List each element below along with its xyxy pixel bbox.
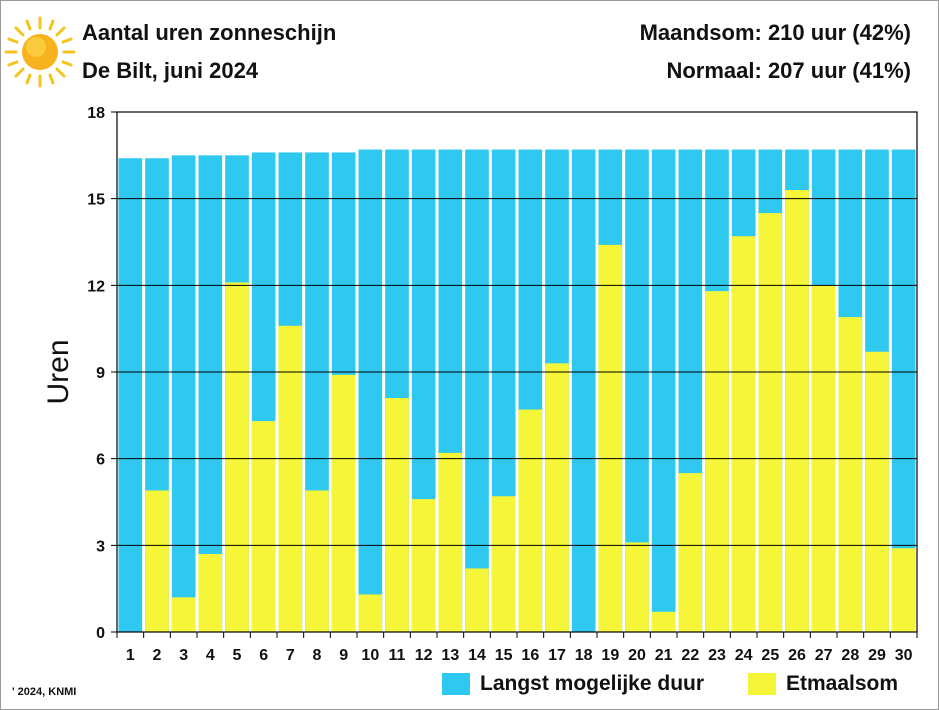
bar-max-duration-day-20: [625, 149, 649, 633]
bar-daily-total-day-7: [278, 325, 303, 632]
bar-chart: 1 2 3 4 5 6 7 8 9 10 11 12 13 14 15 16 17 18 19 20 21 22 23 24 2…: [42, 105, 918, 664]
bar-daily-total-day-17: [545, 363, 569, 632]
x-tick-label-2: 2: [153, 647, 162, 664]
sun-icon: [4, 16, 76, 88]
bar-daily-total-day-16: [518, 409, 543, 632]
bar-daily-total-day-19: [598, 244, 623, 632]
x-tick-label-13: 13: [441, 647, 459, 664]
bar-max-duration-day-10: [358, 149, 383, 633]
bar-max-duration-day-18: [571, 149, 596, 633]
bar-daily-total-day-13: [438, 452, 463, 632]
x-tick-label-5: 5: [233, 647, 242, 664]
bar-daily-total-day-29: [865, 351, 889, 632]
bar-max-duration-day-30: [891, 149, 916, 633]
x-tick-label-20: 20: [628, 647, 646, 664]
bar-daily-total-day-23: [705, 291, 729, 632]
normal-total-text: Normaal: 207 uur (41%): [666, 58, 911, 83]
bar-daily-total-day-28: [838, 317, 863, 632]
chart-title: Aantal uren zonneschijn: [82, 20, 337, 45]
x-tick-label-19: 19: [601, 647, 619, 664]
x-tick-label-9: 9: [339, 647, 348, 664]
x-tick-label-18: 18: [575, 647, 593, 664]
x-tick-label-29: 29: [868, 647, 886, 664]
y-tick-label-3: 3: [96, 538, 105, 555]
legend-label-daily-total: Etmaalsom: [786, 672, 899, 695]
y-tick-label-15: 15: [87, 192, 105, 209]
y-tick-label-6: 6: [96, 452, 105, 469]
bar-daily-total-day-25: [758, 213, 783, 632]
bar-daily-total-day-5: [225, 282, 249, 632]
y-tick-label-12: 12: [87, 278, 105, 295]
bar-daily-total-day-2: [145, 490, 169, 632]
bar-daily-total-day-26: [785, 190, 809, 632]
y-axis-label: Uren: [42, 339, 75, 404]
bar-max-duration-day-4: [198, 155, 223, 633]
plot-border: [116, 111, 918, 633]
bar-daily-total-day-4: [198, 554, 223, 632]
x-tick-label-26: 26: [788, 647, 806, 664]
month-total-text: Maandsom: 210 uur (42%): [639, 20, 911, 45]
x-tick-label-12: 12: [415, 647, 433, 664]
x-tick-label-30: 30: [895, 647, 913, 664]
x-tick-label-21: 21: [655, 647, 673, 664]
bar-max-duration-day-1: [118, 158, 143, 632]
y-tick-label-9: 9: [96, 365, 105, 382]
x-tick-label-28: 28: [841, 647, 859, 664]
y-tick-label-0: 0: [96, 625, 105, 642]
chart-subtitle: De Bilt, juni 2024: [82, 58, 259, 83]
copyright-text: ' 2024, KNMI: [12, 686, 77, 698]
x-tick-label-1: 1: [126, 647, 135, 664]
bar-daily-total-day-6: [251, 421, 276, 632]
bar-daily-total-day-12: [411, 499, 436, 632]
x-tick-label-11: 11: [389, 647, 406, 664]
bar-daily-total-day-30: [891, 548, 916, 632]
bar-daily-total-day-9: [331, 374, 356, 632]
bar-daily-total-day-24: [731, 236, 756, 632]
bar-max-duration-day-14: [465, 149, 489, 633]
x-tick-label-22: 22: [681, 647, 699, 664]
bar-daily-total-day-8: [305, 490, 329, 632]
bar-max-duration-day-21: [651, 149, 676, 633]
bar-daily-total-day-14: [465, 568, 489, 632]
x-tick-label-6: 6: [259, 647, 268, 664]
bar-daily-total-day-11: [385, 398, 409, 632]
x-tick-label-8: 8: [313, 647, 322, 664]
x-tick-label-27: 27: [815, 647, 833, 664]
x-tick-label-17: 17: [548, 647, 566, 664]
x-tick-label-24: 24: [735, 647, 753, 664]
legend-swatch-daily-total: [748, 673, 776, 695]
x-tick-label-4: 4: [206, 647, 215, 664]
x-tick-label-16: 16: [521, 647, 539, 664]
bar-daily-total-day-3: [171, 597, 196, 632]
legend-item-max-duration: Langst mogelijke duur: [442, 672, 704, 696]
bar-daily-total-day-21: [651, 611, 676, 632]
x-tick-label-15: 15: [495, 647, 513, 664]
x-tick-label-23: 23: [708, 647, 726, 664]
legend-label-max-duration: Langst mogelijke duur: [480, 672, 705, 695]
bar-daily-total-day-22: [678, 473, 703, 632]
x-tick-label-14: 14: [468, 647, 486, 664]
bar-daily-total-day-20: [625, 542, 649, 632]
bar-daily-total-day-15: [491, 496, 516, 632]
x-tick-label-25: 25: [761, 647, 779, 664]
legend-item-daily-total: Etmaalsom: [748, 672, 898, 696]
bar-daily-total-day-10: [358, 594, 383, 632]
x-tick-label-3: 3: [179, 647, 188, 664]
y-tick-label-18: 18: [87, 105, 105, 122]
bar-max-duration-day-3: [171, 155, 196, 633]
legend-swatch-max-duration: [442, 673, 470, 695]
x-tick-label-10: 10: [361, 647, 379, 664]
x-tick-label-7: 7: [286, 647, 295, 664]
